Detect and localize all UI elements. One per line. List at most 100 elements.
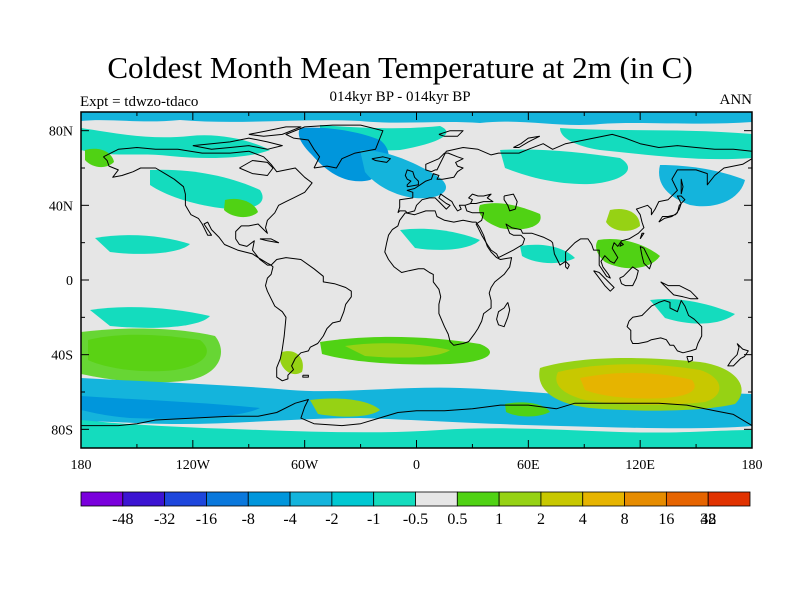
colorbar-label: 8	[621, 511, 629, 528]
field-north-teal-1	[81, 128, 270, 158]
colorbar-swatch	[80, 491, 124, 507]
coast-caspian	[503, 193, 518, 212]
figure-title: Coldest Month Mean Temperature at 2m (in…	[107, 50, 693, 85]
field-indian-ocean-warmest	[580, 372, 695, 399]
colorbar-swatch	[707, 491, 751, 507]
coast-japan	[658, 195, 686, 223]
field-north-atlantic-cool	[360, 150, 446, 199]
field-sh-warm-atlantic-core	[345, 343, 450, 358]
field-southern-ocean-cool-2	[81, 396, 260, 419]
field-tropical-cool-3	[520, 244, 575, 264]
experiment-label: Expt = tdwzo-tdaco	[80, 94, 199, 110]
colorbar-swatch	[665, 491, 709, 507]
coast-new-guinea	[660, 281, 699, 300]
colorbar-label: 32	[700, 511, 716, 528]
colorbar-label: -2	[325, 511, 338, 528]
colorbar-label: 4	[579, 511, 587, 528]
coast-hudson-bay	[239, 160, 274, 176]
coastlines	[81, 124, 752, 427]
colorbar-label: 1	[495, 511, 503, 528]
coast-australia	[626, 300, 703, 354]
map-plot-area	[81, 112, 752, 448]
colorbar-swatch	[206, 491, 249, 507]
field-southern-ocean-cool	[81, 378, 752, 429]
lat-tick-label: 0	[66, 274, 73, 289]
lat-tick-label: 80N	[49, 125, 73, 140]
colorbar-swatch	[540, 491, 584, 507]
field-siberia-cool	[500, 149, 629, 185]
longitude-axis: 180 120W 60W 0 60E 120E 180	[71, 112, 763, 473]
lon-tick-label: 60E	[517, 458, 540, 473]
field-southern-ocean-teal	[81, 420, 752, 448]
colorbar-label: -16	[196, 511, 217, 528]
coast-british-isles	[404, 169, 419, 188]
field-tropical-cool-1	[95, 235, 190, 254]
lat-tick-label: 40S	[51, 349, 73, 364]
colorbar-swatch	[624, 491, 667, 507]
field-warm-nh-1	[224, 198, 258, 218]
coast-south-america	[265, 257, 352, 382]
coast-ellesmere	[248, 126, 302, 137]
colorbar-label: -32	[154, 511, 175, 528]
field-tropical-cool-5	[650, 298, 735, 324]
colorbar-label: -8	[242, 511, 255, 528]
season-label: ANN	[719, 92, 753, 108]
coast-antarctica	[81, 399, 752, 427]
colorbar-swatch	[289, 491, 333, 507]
colorbar-label: 0.5	[447, 511, 467, 528]
colorbar-label: -1	[367, 511, 380, 528]
coast-eurasia-africa	[397, 133, 752, 279]
lon-tick-label: 120E	[625, 458, 655, 473]
lon-tick-label: 0	[413, 458, 420, 473]
coast-sumatra	[593, 270, 615, 292]
lon-tick-label: 180	[71, 458, 92, 473]
colorbar-swatch	[456, 491, 500, 507]
colorbar-label: 2	[537, 511, 545, 528]
lon-tick-label: 120W	[176, 458, 211, 473]
figure-subtitle: 014kyr BP - 014kyr BP	[329, 89, 471, 105]
coast-tasmania	[686, 356, 693, 363]
field-antarctic-warm-2	[505, 402, 550, 417]
colorbar-label: -4	[283, 511, 296, 528]
coast-iceland	[371, 156, 391, 163]
lon-tick-label: 60W	[291, 458, 319, 473]
colorbar-swatch	[331, 491, 375, 507]
colorbar-swatch	[498, 491, 542, 507]
field-tropical-cool-2	[400, 228, 480, 250]
coast-novaya-zemlya	[513, 135, 540, 148]
colorbar-label: -48	[112, 511, 133, 528]
colorbar-swatch	[164, 491, 207, 507]
lat-tick-label: 80S	[51, 423, 73, 438]
field-sh-warm-pacific-edge	[81, 328, 222, 383]
field-warm-nh-4	[596, 238, 660, 269]
coast-svalbard	[438, 130, 464, 137]
field-antarctic-warm-1	[310, 398, 380, 417]
coast-sakhalin	[680, 178, 684, 195]
field-warm-nh-5	[85, 148, 114, 168]
coast-sri-lanka	[565, 260, 570, 270]
coast-borneo	[619, 266, 639, 287]
field-north-teal-3	[560, 128, 752, 160]
colorbar-label: 16	[658, 511, 674, 528]
coast-new-zealand	[727, 343, 749, 367]
lat-tick-label: 40N	[49, 199, 73, 214]
coast-greenland	[285, 124, 384, 169]
coast-africa	[384, 210, 513, 346]
colorbar-swatch	[122, 491, 166, 507]
coast-north-america	[103, 147, 313, 266]
coast-canadian-arctic	[192, 137, 283, 150]
coast-taiwan	[639, 232, 645, 240]
colorbar-label: 48	[700, 511, 716, 528]
colorbar-swatch	[247, 491, 291, 507]
coast-madagascar	[496, 302, 511, 328]
coast-caribbean	[259, 238, 280, 244]
colorbar-label: -0.5	[403, 511, 428, 528]
colorbar-swatch	[415, 491, 458, 507]
coast-hainan	[619, 242, 624, 247]
field-warm-nh-2	[478, 203, 541, 230]
colorbar-swatch	[373, 491, 416, 507]
field-warm-nh-3	[606, 208, 640, 231]
colorbar-swatch	[582, 491, 625, 507]
